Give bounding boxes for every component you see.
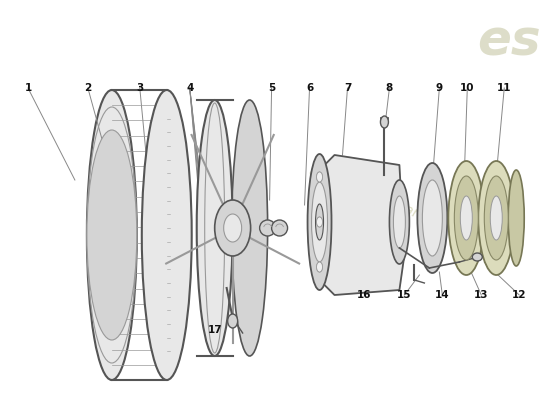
- Ellipse shape: [214, 200, 251, 256]
- Polygon shape: [320, 155, 404, 295]
- Text: es: es: [477, 18, 541, 66]
- Text: 12: 12: [512, 290, 526, 300]
- Ellipse shape: [272, 220, 288, 236]
- Text: 4: 4: [186, 83, 194, 93]
- Ellipse shape: [317, 172, 322, 182]
- Text: 7: 7: [344, 83, 351, 93]
- Ellipse shape: [422, 180, 442, 256]
- Ellipse shape: [448, 161, 485, 275]
- Ellipse shape: [317, 262, 322, 272]
- Text: 9: 9: [436, 83, 443, 93]
- Text: 14: 14: [435, 290, 450, 300]
- Text: 13: 13: [474, 290, 488, 300]
- Ellipse shape: [508, 170, 524, 266]
- Ellipse shape: [142, 90, 192, 380]
- Text: 1: 1: [24, 83, 31, 93]
- Ellipse shape: [260, 220, 276, 236]
- Text: 5: 5: [268, 83, 275, 93]
- Ellipse shape: [228, 314, 238, 328]
- Ellipse shape: [317, 172, 322, 182]
- Ellipse shape: [87, 130, 137, 340]
- Ellipse shape: [317, 262, 322, 272]
- Ellipse shape: [316, 204, 323, 240]
- Ellipse shape: [87, 90, 137, 380]
- Ellipse shape: [454, 176, 478, 260]
- Ellipse shape: [460, 196, 472, 240]
- Ellipse shape: [393, 196, 405, 248]
- Ellipse shape: [197, 100, 233, 356]
- Ellipse shape: [232, 100, 268, 356]
- Text: a passion for parts: a passion for parts: [307, 164, 432, 226]
- Text: 10: 10: [460, 83, 475, 93]
- Ellipse shape: [317, 217, 322, 227]
- Ellipse shape: [224, 214, 241, 242]
- Ellipse shape: [317, 217, 322, 227]
- Text: 17: 17: [207, 325, 222, 335]
- Ellipse shape: [485, 176, 508, 260]
- Text: 8: 8: [386, 83, 393, 93]
- Text: 16: 16: [357, 290, 372, 300]
- Text: 2: 2: [84, 83, 91, 93]
- Text: 15: 15: [397, 290, 411, 300]
- Ellipse shape: [490, 196, 502, 240]
- Text: 3: 3: [136, 83, 144, 93]
- Ellipse shape: [381, 116, 388, 128]
- Ellipse shape: [311, 182, 327, 262]
- Ellipse shape: [307, 154, 332, 290]
- Ellipse shape: [472, 253, 482, 261]
- Ellipse shape: [478, 161, 514, 275]
- Ellipse shape: [417, 163, 447, 273]
- Text: 6: 6: [306, 83, 313, 93]
- Ellipse shape: [389, 180, 409, 264]
- Text: 11: 11: [497, 83, 512, 93]
